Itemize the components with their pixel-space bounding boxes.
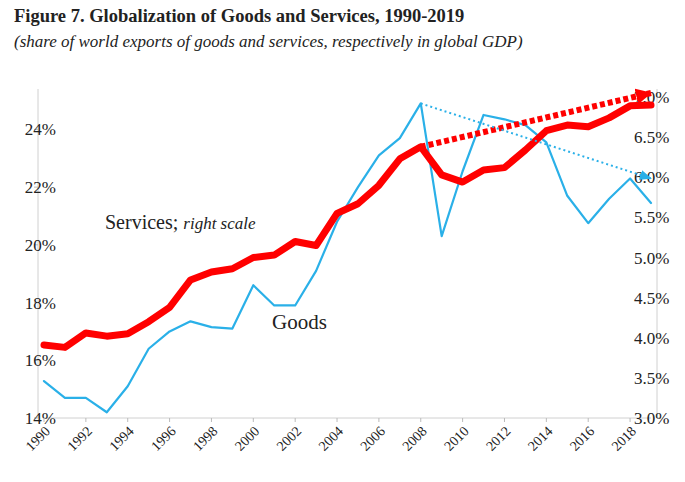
x-tick-label: 2018 bbox=[609, 424, 639, 454]
y2-tick-label: 3.0% bbox=[634, 409, 669, 428]
subtitle: (share of world exports of goods and ser… bbox=[14, 32, 523, 51]
x-tick bbox=[630, 418, 631, 422]
y-tick-label: 16% bbox=[25, 351, 56, 370]
chart: Figure 7. Globalization of Goods and Ser… bbox=[0, 0, 685, 482]
x-axis-line bbox=[44, 418, 651, 419]
x-tick-label: 2012 bbox=[483, 424, 513, 454]
x-tick bbox=[546, 418, 547, 422]
x-tick bbox=[211, 418, 212, 422]
y2-tick-label: 5.5% bbox=[634, 208, 669, 227]
x-tick-label: 2008 bbox=[399, 424, 429, 454]
x-tick-label: 2016 bbox=[567, 424, 597, 454]
x-tick-label: 2006 bbox=[358, 424, 388, 454]
x-tick-label: 1998 bbox=[190, 424, 220, 454]
trend-arrow bbox=[421, 103, 651, 178]
x-tick-label: 1996 bbox=[148, 424, 178, 454]
x-tick-label: 1992 bbox=[65, 424, 95, 454]
x-tick bbox=[462, 418, 463, 422]
x-tick-label: 1990 bbox=[23, 424, 53, 454]
x-tick-label: 2010 bbox=[441, 424, 471, 454]
title: Figure 7. Globalization of Goods and Ser… bbox=[14, 6, 464, 26]
y-tick-label: 22% bbox=[25, 178, 56, 197]
x-tick-label: 2004 bbox=[316, 424, 346, 454]
x-tick bbox=[378, 418, 379, 422]
y2-tick-label: 5.0% bbox=[634, 249, 669, 268]
x-tick bbox=[295, 418, 296, 422]
x-tick-label: 2014 bbox=[525, 424, 555, 454]
x-tick-label: 2000 bbox=[232, 424, 262, 454]
x-tick bbox=[44, 418, 45, 422]
y2-tick-label: 3.5% bbox=[634, 369, 669, 388]
x-tick-label: 2002 bbox=[274, 424, 304, 454]
x-tick bbox=[85, 418, 86, 422]
x-tick bbox=[253, 418, 254, 422]
series-label: Services; right scale bbox=[105, 211, 256, 233]
series-label: Goods bbox=[272, 310, 327, 334]
x-tick bbox=[127, 418, 128, 422]
x-tick-label: 1994 bbox=[106, 424, 136, 454]
y2-tick-label: 4.0% bbox=[634, 329, 669, 348]
x-tick bbox=[504, 418, 505, 422]
y-tick-label: 20% bbox=[25, 236, 56, 255]
x-tick bbox=[420, 418, 421, 422]
x-tick bbox=[169, 418, 170, 422]
trend-arrow bbox=[421, 93, 651, 147]
y2-tick-label: 6.5% bbox=[634, 128, 669, 147]
y-tick-label: 24% bbox=[25, 120, 56, 139]
services-line bbox=[44, 105, 651, 347]
goods-line bbox=[44, 103, 651, 412]
y-tick-label: 18% bbox=[25, 294, 56, 313]
y2-tick-label: 6.0% bbox=[634, 168, 669, 187]
x-tick bbox=[588, 418, 589, 422]
x-tick bbox=[337, 418, 338, 422]
y2-tick-label: 4.5% bbox=[634, 289, 669, 308]
